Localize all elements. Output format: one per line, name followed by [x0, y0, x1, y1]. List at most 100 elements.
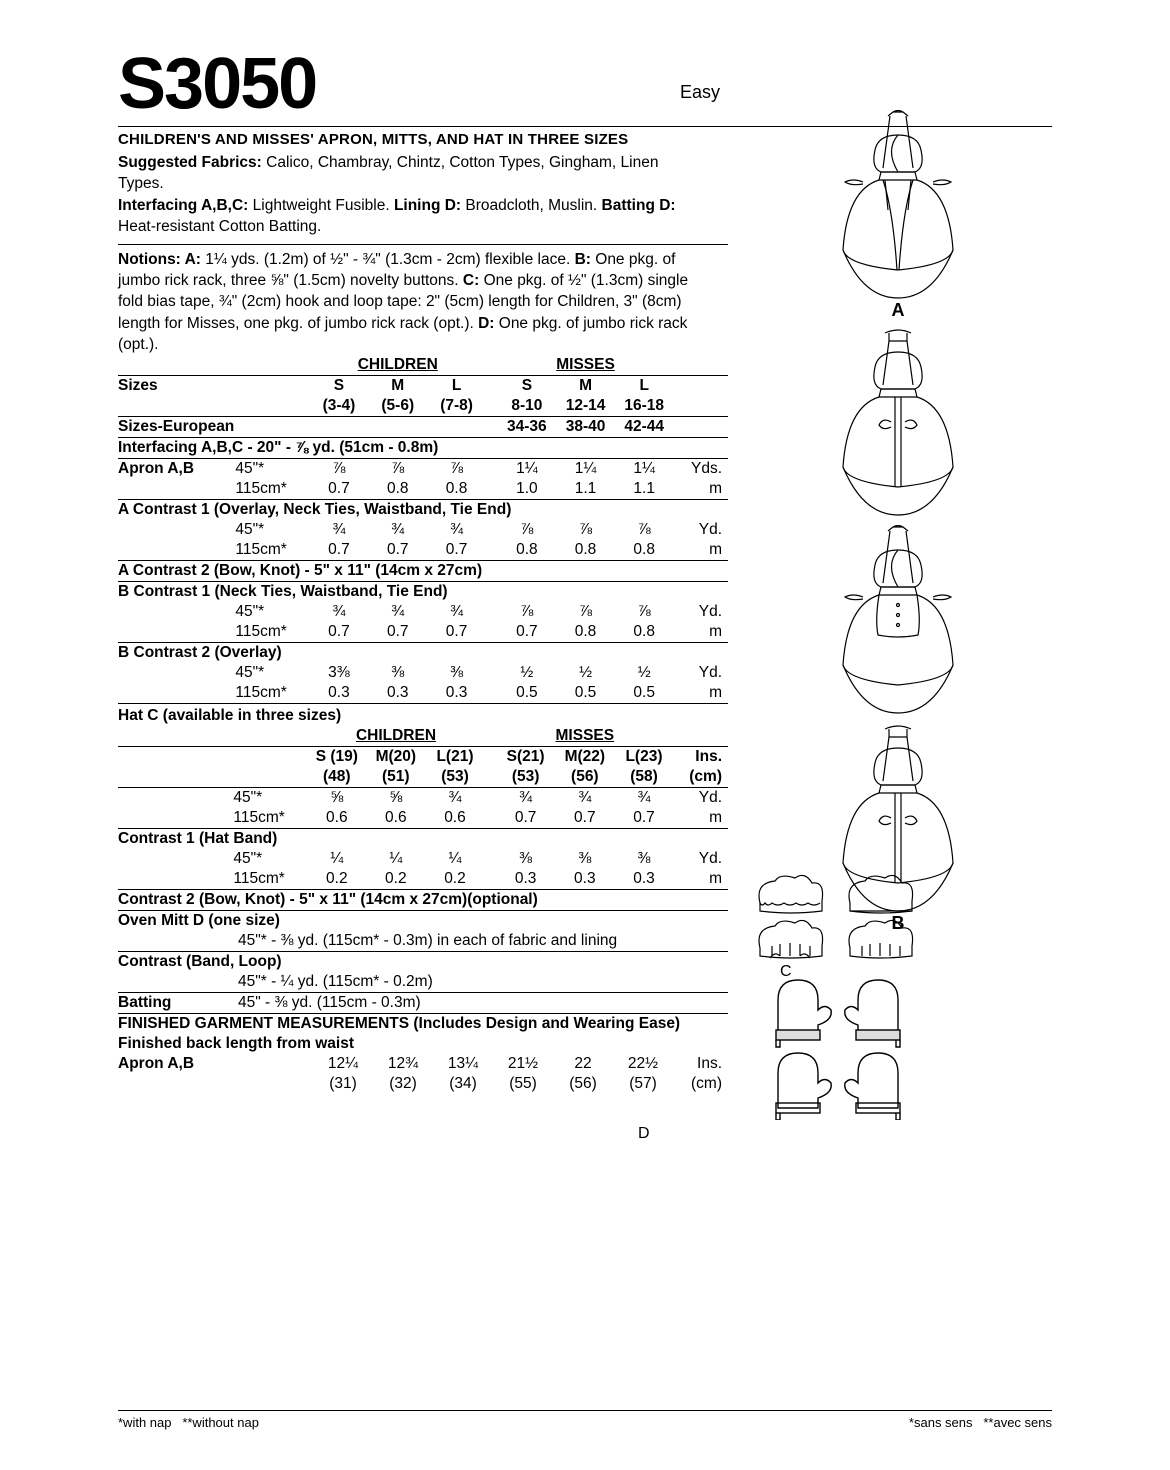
table-cell: 0.6 [425, 808, 484, 829]
table-cell [486, 479, 498, 500]
table-cell: (55) [493, 1074, 553, 1094]
table-cell: 45"* [235, 602, 309, 622]
table-cell: 0.8 [615, 540, 674, 561]
fabrics-paragraph: Suggested Fabrics: Calico, Chambray, Chi… [118, 152, 708, 238]
table-cell: (56) [553, 1074, 613, 1094]
lining-label: Lining D: [394, 197, 461, 214]
table-cell: 0.5 [615, 683, 674, 704]
table-cell: ½ [498, 663, 557, 683]
footnotes: *with nap **without nap *sans sens **ave… [118, 1410, 1052, 1430]
table-cell: ⅞ [615, 520, 674, 540]
table-cell: ⅞ [368, 459, 427, 480]
table-cell: 0.8 [615, 622, 674, 643]
table-cell: ¾ [310, 520, 369, 540]
table-cell [238, 1054, 313, 1074]
difficulty-label: Easy [680, 82, 720, 103]
table-cell: 0.5 [498, 683, 557, 704]
table-cell: 0.5 [556, 683, 615, 704]
table-cell: m [674, 808, 728, 829]
table-cell [238, 1074, 313, 1094]
illustration-column: A [738, 110, 1058, 940]
table-cell [485, 869, 497, 890]
table-cell: ¾ [555, 788, 614, 809]
mitt-illustrations: D [748, 970, 1048, 1143]
table-cell: 12¼ [313, 1054, 373, 1074]
fabrics-label: Suggested Fabrics: [118, 154, 262, 171]
table-cell [118, 788, 233, 809]
table-cell: 0.8 [427, 479, 486, 500]
sizes-table: CHILDREN MISSES Sizes S M L S M L (3-4) … [118, 355, 728, 704]
pattern-title: CHILDREN'S AND MISSES' APRON, MITTS, AND… [118, 131, 728, 148]
table-cell: ¼ [366, 849, 425, 869]
footnote-left: *with nap **without nap [118, 1415, 259, 1430]
table-cell: m [674, 479, 728, 500]
table-cell: 12¾ [373, 1054, 433, 1074]
table-cell: 115cm* [235, 683, 309, 704]
mitt-table: Oven Mitt D (one size) 45"* - ⅜ yd. (115… [118, 911, 728, 1014]
table-cell [118, 869, 233, 890]
table-cell: 0.3 [614, 869, 673, 890]
table-cell [118, 479, 235, 500]
table-cell: 0.3 [427, 683, 486, 704]
table-cell: (31) [313, 1074, 373, 1094]
table-cell [485, 849, 497, 869]
table-cell: ¾ [368, 602, 427, 622]
table-cell: 0.3 [555, 869, 614, 890]
table-cell: 21½ [493, 1054, 553, 1074]
table-cell: 115cm* [235, 479, 309, 500]
table-cell: 45"* [235, 520, 309, 540]
table-cell: 22 [553, 1054, 613, 1074]
table-cell: 22½ [613, 1054, 673, 1074]
table-cell: 0.7 [496, 808, 555, 829]
table-cell: ⅞ [615, 602, 674, 622]
table-cell: 13¼ [433, 1054, 493, 1074]
table-cell: ¼ [425, 849, 484, 869]
table-cell: (57) [613, 1074, 673, 1094]
table-cell: ¾ [427, 520, 486, 540]
table-cell: 0.3 [368, 683, 427, 704]
table-cell: ¾ [310, 602, 369, 622]
table-cell: 0.2 [307, 869, 366, 890]
table-cell: Yd. [674, 788, 728, 809]
section-header: A Contrast 2 (Bow, Knot) - 5" x 11" (14c… [118, 561, 728, 582]
table-cell [486, 663, 498, 683]
apron-b-illustration [738, 525, 1058, 717]
table-cell: 0.8 [556, 540, 615, 561]
table-cell: (34) [433, 1074, 493, 1094]
table-cell: Yds. [674, 459, 728, 480]
footnote-right: *sans sens **avec sens [909, 1415, 1052, 1430]
interfacing-label: Interfacing A,B,C: [118, 197, 248, 214]
table-cell: 1¼ [498, 459, 557, 480]
table-cell: m [674, 540, 728, 561]
table-cell: 0.7 [368, 622, 427, 643]
table-cell: (cm) [673, 1074, 728, 1094]
apron-a-illustration: A [738, 110, 1058, 321]
table-cell: ⅞ [556, 520, 615, 540]
batting-label: Batting D: [602, 197, 676, 214]
table-cell [118, 602, 235, 622]
table-cell: Yd. [674, 520, 728, 540]
table-cell: ½ [615, 663, 674, 683]
table-cell [118, 849, 233, 869]
table-cell [118, 540, 235, 561]
table-cell [486, 683, 498, 704]
table-cell: ⅜ [496, 849, 555, 869]
table-cell [118, 1074, 238, 1094]
table-cell: ¾ [614, 788, 673, 809]
table-cell: m [674, 869, 728, 890]
table-cell: 0.3 [496, 869, 555, 890]
table-cell: 0.2 [425, 869, 484, 890]
table-cell [118, 683, 235, 704]
section-header: B Contrast 1 (Neck Ties, Waistband, Tie … [118, 582, 728, 603]
label-d: D [638, 1125, 1048, 1143]
table-cell [118, 808, 233, 829]
table-cell: 45"* [235, 459, 309, 480]
table-cell [485, 808, 497, 829]
table-cell: ⅞ [556, 602, 615, 622]
table-cell: ⅞ [498, 520, 557, 540]
table-cell: 0.7 [614, 808, 673, 829]
table-cell: 115cm* [233, 869, 307, 890]
table-cell: 115cm* [235, 622, 309, 643]
table-cell: 45"* [235, 663, 309, 683]
table-cell: Yd. [674, 849, 728, 869]
